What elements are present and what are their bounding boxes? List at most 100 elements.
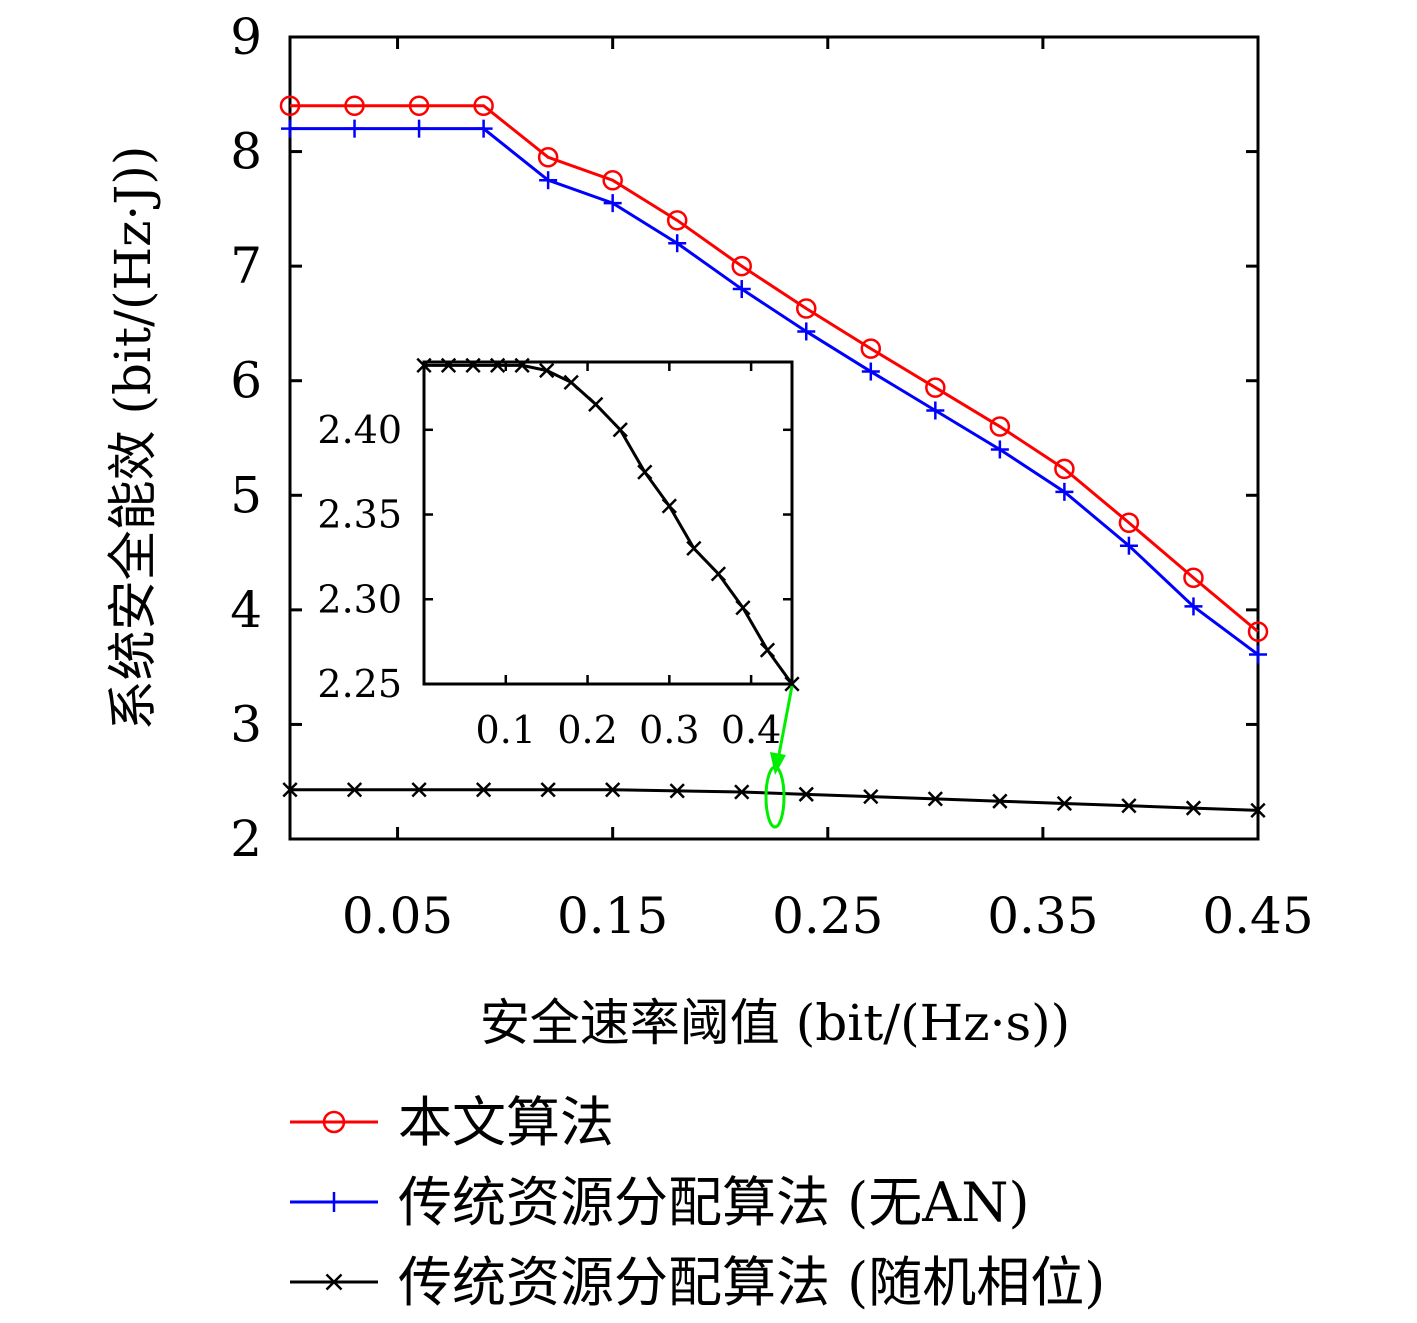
series-1-point <box>344 95 365 116</box>
y-tick-label: 5 <box>230 466 262 524</box>
series-2-point <box>281 119 299 138</box>
legend-marker <box>325 1273 343 1291</box>
inset-x-tick-label: 0.1 <box>476 708 536 752</box>
legend-item-1: 本文算法 <box>290 1091 614 1154</box>
inset-y-tick-label: 2.30 <box>317 577 402 621</box>
main-plot-frame <box>288 35 1260 841</box>
inset-series-point <box>612 422 628 438</box>
series-2-point <box>603 194 622 213</box>
zoom-arrow-head <box>770 752 786 775</box>
inset-series-point <box>440 357 457 374</box>
main-ticks: 0.05 0.15 0.25 0.35 0.45 2 3 4 5 6 7 8 9 <box>230 8 1313 945</box>
inset-series-point <box>637 464 653 480</box>
series-1-point <box>537 147 559 168</box>
series-3-point <box>411 782 427 798</box>
zoom-highlight-ellipse <box>764 765 786 829</box>
series-3-point <box>734 784 750 800</box>
zoom-arrow-line <box>776 685 794 761</box>
series-3-point <box>605 782 621 798</box>
series-2-point <box>1055 482 1074 501</box>
series-2-point <box>345 119 364 138</box>
series-2-point <box>861 362 880 381</box>
inset-series-point <box>686 540 702 557</box>
x-tick-label: 0.05 <box>342 887 453 945</box>
x-tick-label: 0.15 <box>557 887 668 945</box>
series-1-point <box>666 210 688 231</box>
y-tick-label: 6 <box>230 352 262 410</box>
main-series <box>279 95 1269 818</box>
inset-series-point <box>710 566 727 582</box>
series-2-point <box>1119 536 1138 555</box>
inset-series-point <box>661 498 677 514</box>
legend-item-3: 传统资源分配算法 (随机相位) <box>290 1251 1105 1314</box>
x-tick-label: 0.25 <box>772 887 883 945</box>
inset-series-point <box>735 600 751 616</box>
inset-y-tick-label: 2.35 <box>317 493 402 537</box>
inset-x-tick-label: 0.2 <box>557 708 617 752</box>
inset-y-tick-label: 2.25 <box>317 662 402 706</box>
inset-series-point <box>784 676 800 692</box>
inset-ticks: 0.1 0.2 0.3 0.4 2.25 2.30 2.35 2.40 <box>317 362 792 752</box>
series-2-point <box>474 119 493 138</box>
series-3-point <box>927 791 943 807</box>
x-tick-label: 0.45 <box>1202 887 1313 945</box>
series-1-point <box>925 377 946 398</box>
series-1-point <box>1054 458 1075 480</box>
legend-label: 本文算法 <box>398 1091 614 1154</box>
inset-series-point <box>489 357 506 374</box>
inset-series-point <box>563 374 579 390</box>
inset-series-point <box>588 396 604 413</box>
series-2-point <box>1249 645 1267 664</box>
series-1-point <box>408 95 430 116</box>
series-2-point <box>926 401 945 420</box>
inset-series-point <box>759 642 776 658</box>
series-line-1 <box>290 104 1259 633</box>
series-1-point <box>1118 512 1140 534</box>
series-3-point <box>346 782 363 798</box>
series-1-point <box>279 95 301 116</box>
series-2-point <box>1184 597 1203 616</box>
legend-marker <box>324 1192 344 1212</box>
inset-background <box>424 362 792 684</box>
inset-x-tick-label: 0.3 <box>639 708 699 752</box>
legend-marker <box>322 1110 346 1134</box>
series-3-point <box>863 788 879 805</box>
series-2-point <box>732 280 751 299</box>
y-tick-label: 8 <box>230 123 262 181</box>
x-tick-label: 0.35 <box>987 887 1098 945</box>
series-3-point <box>540 782 556 798</box>
series-2-point <box>539 171 558 190</box>
inset-series-point <box>514 357 530 374</box>
series-3-point <box>1250 802 1266 818</box>
inset-series <box>416 357 800 692</box>
series-3-point <box>1185 800 1202 816</box>
series-2-point <box>410 119 429 138</box>
legend-label: 传统资源分配算法 (随机相位) <box>398 1251 1105 1314</box>
series-line-3 <box>290 788 1259 812</box>
legend-item-2: 传统资源分配算法 (无AN) <box>290 1171 1030 1234</box>
series-1-point <box>989 416 1011 437</box>
legend-label: 传统资源分配算法 (无AN) <box>398 1171 1030 1234</box>
series-3-point <box>1056 795 1073 812</box>
series-3-point <box>1121 798 1137 814</box>
inset-series-point <box>539 362 555 379</box>
series-1-point <box>860 338 882 359</box>
series-line-2 <box>290 127 1259 656</box>
series-3-point <box>282 782 298 798</box>
inset-x-tick-label: 0.4 <box>721 708 781 752</box>
y-tick-label: 3 <box>230 695 262 753</box>
y-tick-label: 7 <box>230 237 262 295</box>
y-axis-label: 系统安全能效 (bit/(Hz·J)) <box>104 146 162 731</box>
series-3-point <box>798 786 814 802</box>
y-tick-label: 4 <box>230 581 262 639</box>
series-3-point <box>992 793 1008 809</box>
series-1-point <box>602 169 623 191</box>
inset-y-tick-label: 2.40 <box>317 408 402 452</box>
series-2-point <box>797 322 816 341</box>
inset-series-point <box>465 357 481 374</box>
inset-series-line <box>424 363 794 685</box>
series-3-point <box>669 783 685 799</box>
series-3-point <box>475 782 492 798</box>
